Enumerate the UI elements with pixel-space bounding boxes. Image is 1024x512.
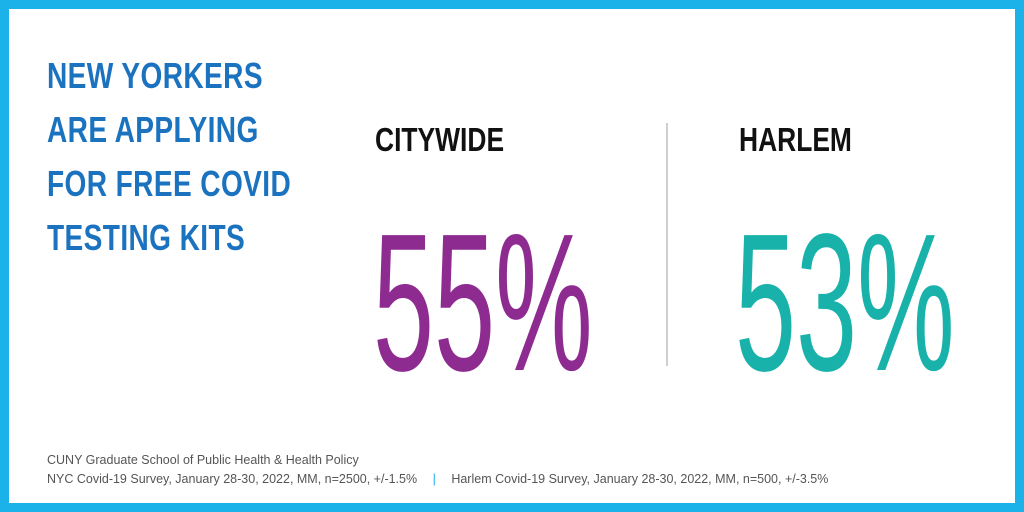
source-surveys: NYC Covid-19 Survey, January 28-30, 2022…: [47, 472, 828, 486]
divider: [666, 123, 668, 366]
headline-line: NEW YORKERS: [47, 55, 263, 96]
harlem-percentage: 53%: [735, 193, 955, 412]
citywide-label: CITYWIDE: [375, 121, 505, 158]
nyc-survey-note: NYC Covid-19 Survey, January 28-30, 2022…: [47, 472, 418, 486]
headline: NEW YORKERS ARE APPLYING FOR FREE COVID …: [47, 49, 291, 265]
headline-line: TESTING KITS: [47, 217, 246, 258]
harlem-survey-note: Harlem Covid-19 Survey, January 28-30, 2…: [451, 472, 829, 486]
harlem-label: HARLEM: [739, 121, 852, 158]
citywide-percentage: 55%: [373, 193, 593, 412]
headline-line: FOR FREE COVID: [47, 163, 292, 204]
source-organization: CUNY Graduate School of Public Health & …: [47, 453, 359, 467]
headline-line: ARE APPLYING: [47, 109, 259, 150]
source-separator: |: [432, 472, 436, 486]
